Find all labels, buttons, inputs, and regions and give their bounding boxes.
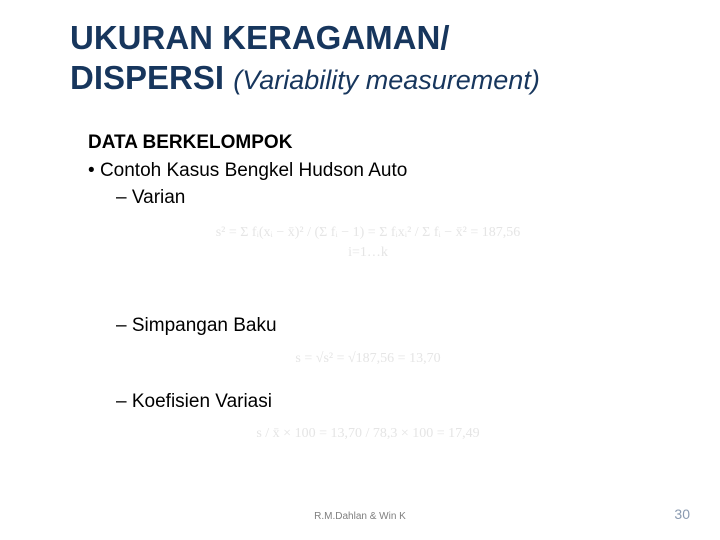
title-line2-main: DISPERSI	[70, 59, 233, 96]
slide-body: DATA BERKELOMPOK Contoh Kasus Bengkel Hu…	[88, 130, 648, 470]
formula-variance-line2: i=1…k	[88, 243, 648, 263]
dash-varian: Varian	[116, 185, 648, 211]
formula-variance-line1: s² = Σ fᵢ(xᵢ − x̄)² / (Σ fᵢ − 1) = Σ fᵢx…	[88, 223, 648, 243]
formula-cv: s / x̄ × 100 = 13,70 / 78,3 × 100 = 17,4…	[88, 420, 648, 460]
page-number: 30	[674, 506, 690, 522]
bullet-example: Contoh Kasus Bengkel Hudson Auto	[88, 158, 648, 184]
dash-koefisien: Koefisien Variasi	[116, 389, 648, 415]
body-heading: DATA BERKELOMPOK	[88, 130, 648, 156]
slide: UKURAN KERAGAMAN/ DISPERSI (Variability …	[0, 0, 720, 540]
dash-simpangan: Simpangan Baku	[116, 313, 648, 339]
formula-stddev: s = √s² = √187,56 = 13,70	[88, 345, 648, 379]
title-line2-sub: (Variability measurement)	[233, 65, 540, 95]
formula-variance: s² = Σ fᵢ(xᵢ − x̄)² / (Σ fᵢ − 1) = Σ fᵢx…	[88, 217, 648, 303]
title-line2: DISPERSI (Variability measurement)	[70, 58, 670, 98]
slide-title: UKURAN KERAGAMAN/ DISPERSI (Variability …	[70, 18, 670, 97]
footer-credit: R.M.Dahlan & Win K	[0, 511, 720, 522]
title-line1: UKURAN KERAGAMAN/	[70, 18, 670, 58]
